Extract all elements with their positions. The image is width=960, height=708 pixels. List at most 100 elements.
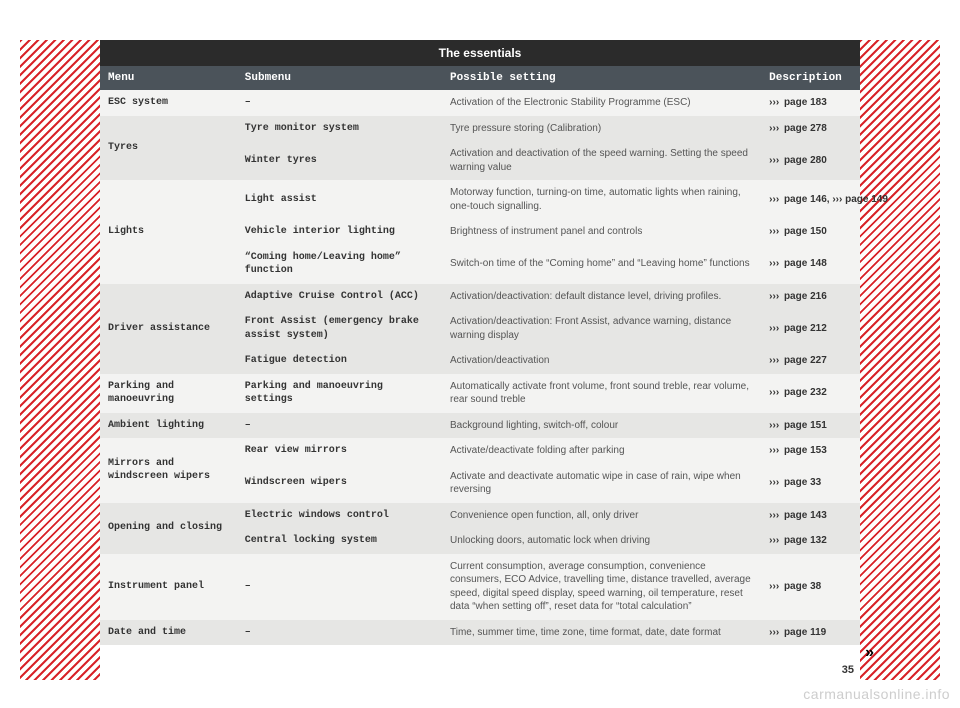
cell-submenu: – — [237, 90, 442, 116]
table-row: ESC system–Activation of the Electronic … — [100, 90, 860, 116]
chevron-icon: ››› — [769, 387, 782, 398]
cell-description: ››› page 150 — [761, 219, 860, 245]
cell-menu: Driver assistance — [100, 284, 237, 374]
cell-description: ››› page 146, ››› page 149 — [761, 180, 860, 219]
cell-setting: Time, summer time, time zone, time forma… — [442, 620, 761, 646]
hatch-left — [20, 40, 100, 680]
hatch-right — [860, 40, 940, 680]
page-ref: page 143 — [784, 510, 827, 521]
table-row: Opening and closingElectric windows cont… — [100, 503, 860, 529]
cell-setting: Activation/deactivation: Front Assist, a… — [442, 309, 761, 348]
chevron-icon: ››› — [769, 123, 782, 134]
chevron-icon: ››› — [769, 627, 782, 638]
chevron-icon: ››› — [769, 226, 782, 237]
cell-menu: Instrument panel — [100, 554, 237, 620]
continuation-mark: » — [865, 644, 874, 662]
cell-description: ››› page 280 — [761, 141, 860, 180]
cell-setting: Activate and deactivate automatic wipe i… — [442, 464, 761, 503]
chevron-icon: ››› — [769, 477, 782, 488]
cell-menu: Date and time — [100, 620, 237, 646]
chevron-icon: ››› — [769, 510, 782, 521]
cell-submenu: Adaptive Cruise Control (ACC) — [237, 284, 442, 310]
cell-submenu: Front Assist (emergency brake assist sys… — [237, 309, 442, 348]
col-submenu: Submenu — [237, 66, 442, 90]
chevron-icon: ››› — [769, 258, 782, 269]
cell-submenu: Windscreen wipers — [237, 464, 442, 503]
cell-description: ››› page 38 — [761, 554, 860, 620]
cell-description: ››› page 148 — [761, 245, 860, 284]
watermark: carmanualsonline.info — [803, 686, 950, 702]
cell-description: ››› page 132 — [761, 528, 860, 554]
cell-submenu: “Coming home/Leaving home” function — [237, 245, 442, 284]
cell-setting: Convenience open function, all, only dri… — [442, 503, 761, 529]
table-row: Parking and manoeuvringParking and manoe… — [100, 374, 860, 413]
col-desc: Description — [761, 66, 860, 90]
page-number: 35 — [842, 664, 854, 676]
cell-setting: Motorway function, turning-on time, auto… — [442, 180, 761, 219]
col-menu: Menu — [100, 66, 237, 90]
chevron-icon: ››› — [769, 355, 782, 366]
table-row: TyresTyre monitor systemTyre pressure st… — [100, 116, 860, 142]
cell-submenu: Fatigue detection — [237, 348, 442, 374]
cell-setting: Switch-on time of the “Coming home” and … — [442, 245, 761, 284]
cell-setting: Unlocking doors, automatic lock when dri… — [442, 528, 761, 554]
cell-description: ››› page 278 — [761, 116, 860, 142]
cell-description: ››› page 33 — [761, 464, 860, 503]
chevron-icon: ››› — [769, 445, 782, 456]
cell-description: ››› page 119 — [761, 620, 860, 646]
page-ref: page 151 — [784, 420, 827, 431]
cell-description: ››› page 153 — [761, 438, 860, 464]
cell-menu: Parking and manoeuvring — [100, 374, 237, 413]
page-ref: page 150 — [784, 226, 827, 237]
cell-submenu: Rear view mirrors — [237, 438, 442, 464]
cell-setting: Activation/deactivation — [442, 348, 761, 374]
cell-setting: Brightness of instrument panel and contr… — [442, 219, 761, 245]
cell-submenu: Electric windows control — [237, 503, 442, 529]
page-ref: page 232 — [784, 387, 827, 398]
cell-description: ››› page 143 — [761, 503, 860, 529]
cell-setting: Activation and deactivation of the speed… — [442, 141, 761, 180]
table-row: Ambient lighting–Background lighting, sw… — [100, 413, 860, 439]
cell-menu: Mirrors and windscreen wipers — [100, 438, 237, 503]
table-header-row: Menu Submenu Possible setting Descriptio… — [100, 66, 860, 90]
cell-description: ››› page 151 — [761, 413, 860, 439]
cell-submenu: Parking and manoeuvring settings — [237, 374, 442, 413]
chevron-icon: ››› — [769, 291, 782, 302]
cell-submenu: – — [237, 554, 442, 620]
chevron-icon: ››› — [769, 155, 782, 166]
cell-setting: Activation of the Electronic Stability P… — [442, 90, 761, 116]
chevron-icon: ››› — [769, 97, 782, 108]
cell-submenu: Vehicle interior lighting — [237, 219, 442, 245]
cell-submenu: Central locking system — [237, 528, 442, 554]
chevron-icon: ››› — [769, 581, 782, 592]
table-row: Instrument panel–Current consumption, av… — [100, 554, 860, 620]
cell-setting: Automatically activate front volume, fro… — [442, 374, 761, 413]
cell-description: ››› page 227 — [761, 348, 860, 374]
page-ref: page 212 — [784, 323, 827, 334]
table-row: LightsLight assistMotorway function, tur… — [100, 180, 860, 219]
cell-description: ››› page 232 — [761, 374, 860, 413]
page-ref: page 280 — [784, 155, 827, 166]
cell-setting: Current consumption, average consumption… — [442, 554, 761, 620]
cell-menu: Opening and closing — [100, 503, 237, 554]
cell-setting: Activation/deactivation: default distanc… — [442, 284, 761, 310]
cell-submenu: Tyre monitor system — [237, 116, 442, 142]
cell-menu: Lights — [100, 180, 237, 284]
col-setting: Possible setting — [442, 66, 761, 90]
page-ref: page 148 — [784, 258, 827, 269]
cell-submenu: – — [237, 413, 442, 439]
chevron-icon: ››› — [769, 420, 782, 431]
page-ref: page 227 — [784, 355, 827, 366]
table-row: Mirrors and windscreen wipersRear view m… — [100, 438, 860, 464]
settings-table: Menu Submenu Possible setting Descriptio… — [100, 66, 860, 645]
page-ref: page 183 — [784, 97, 827, 108]
chevron-icon: ››› — [769, 323, 782, 334]
page-ref: page 278 — [784, 123, 827, 134]
cell-setting: Tyre pressure storing (Calibration) — [442, 116, 761, 142]
page-ref: page 132 — [784, 535, 827, 546]
chevron-icon: ››› — [769, 194, 782, 205]
cell-setting: Background lighting, switch-off, colour — [442, 413, 761, 439]
cell-submenu: Winter tyres — [237, 141, 442, 180]
table-row: Date and time–Time, summer time, time zo… — [100, 620, 860, 646]
cell-description: ››› page 212 — [761, 309, 860, 348]
